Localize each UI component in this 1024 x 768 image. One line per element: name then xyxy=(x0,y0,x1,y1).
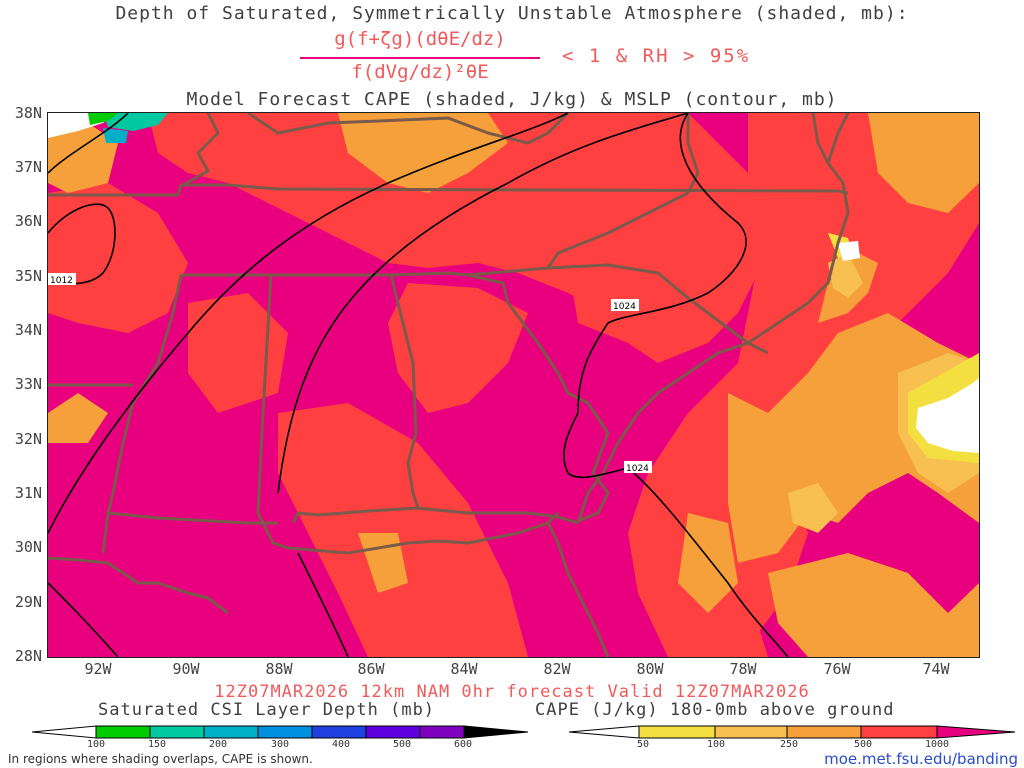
isobar-1024 xyxy=(563,113,747,479)
isobar-gulf xyxy=(297,552,349,657)
fraction-bar xyxy=(300,57,540,59)
lat-label-36n: 36N xyxy=(14,212,42,230)
csi-tick-600: 600 xyxy=(453,739,473,750)
csi-tick-150: 150 xyxy=(147,739,167,750)
cape-colorbar-title: CAPE (J/kg) 180-0mb above ground xyxy=(535,700,895,720)
lat-label-30n: 30N xyxy=(14,538,42,556)
formula-denominator: f(dVg/dz)²θE xyxy=(351,61,489,83)
formula-numerator: g(f+ζg)(dθE/dz) xyxy=(334,28,506,50)
stability-formula: g(f+ζg)(dθE/dz) f(dVg/dz)²θE xyxy=(300,28,540,86)
title-line-3: Model Forecast CAPE (shaded, J/kg) & MSL… xyxy=(186,89,838,110)
cape-tick-50: 50 xyxy=(636,739,650,750)
lon-label-74w: 74W xyxy=(922,660,950,678)
cape-tick-500: 500 xyxy=(853,739,873,750)
cape-colorbar xyxy=(568,725,1016,739)
isobar-1012-north xyxy=(48,113,129,174)
lat-label-37n: 37N xyxy=(14,158,42,176)
isobar-labels: 1012 1024 1024 xyxy=(48,273,652,474)
lat-label-35n: 35N xyxy=(14,267,42,285)
cape-tick-100: 100 xyxy=(706,739,726,750)
lat-label-38n: 38N xyxy=(14,104,42,122)
formula-condition: < 1 & RH > 95% xyxy=(562,45,751,67)
isobar-southwest xyxy=(48,582,119,657)
isobar-1020 xyxy=(48,113,569,534)
isobar-1024-south xyxy=(627,467,789,657)
isobar-1012-closed xyxy=(48,203,116,285)
lat-label-31n: 31N xyxy=(14,484,42,502)
lon-label-82w: 82W xyxy=(543,660,571,678)
csi-depth-areas xyxy=(88,113,168,143)
lat-label-34n: 34N xyxy=(14,321,42,339)
csi-tick-400: 400 xyxy=(331,739,351,750)
lon-label-78w: 78W xyxy=(729,660,757,678)
isobar-1020-b xyxy=(277,113,689,494)
lon-label-92w: 92W xyxy=(84,660,112,678)
lon-label-80w: 80W xyxy=(636,660,664,678)
cape-tick-250: 250 xyxy=(779,739,799,750)
lat-label-33n: 33N xyxy=(14,375,42,393)
overlap-note: In regions where shading overlaps, CAPE … xyxy=(8,752,313,766)
lat-label-28n: 28N xyxy=(14,647,42,665)
isobar-label-1024-north: 1024 xyxy=(613,302,636,312)
lon-label-84w: 84W xyxy=(450,660,478,678)
source-url[interactable]: moe.met.fsu.edu/banding xyxy=(824,750,1018,768)
valid-time-line: 12Z07MAR2026 12km NAM 0hr forecast Valid… xyxy=(214,682,810,702)
csi-tick-100: 100 xyxy=(86,739,106,750)
lat-label-29n: 29N xyxy=(14,593,42,611)
lon-label-86w: 86W xyxy=(357,660,385,678)
mslp-isobars xyxy=(48,113,789,657)
state-borders xyxy=(48,113,850,657)
isobar-label-1024-south: 1024 xyxy=(626,464,649,474)
lat-label-32n: 32N xyxy=(14,430,42,448)
isobar-label-1012: 1012 xyxy=(50,276,73,286)
lon-label-88w: 88W xyxy=(265,660,293,678)
csi-tick-500: 500 xyxy=(392,739,412,750)
csi-colorbar-title: Saturated CSI Layer Depth (mb) xyxy=(98,700,436,720)
csi-tick-200: 200 xyxy=(208,739,228,750)
lon-label-90w: 90W xyxy=(172,660,200,678)
csi-tick-300: 300 xyxy=(270,739,290,750)
map-canvas: 1012 1024 1024 xyxy=(48,113,979,657)
forecast-map: 1012 1024 1024 xyxy=(47,112,980,658)
cape-tick-1000: 1000 xyxy=(924,739,950,750)
title-line-1: Depth of Saturated, Symmetrically Unstab… xyxy=(115,3,909,24)
csi-colorbar xyxy=(31,725,529,739)
lon-label-76w: 76W xyxy=(823,660,851,678)
